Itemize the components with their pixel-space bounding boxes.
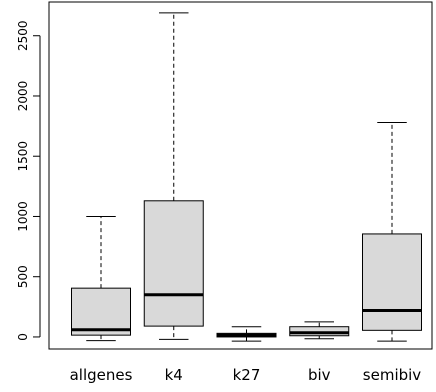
box-iqr [143,200,204,327]
x-tick-label: allgenes [70,366,133,384]
x-axis-labels: allgenes k4 k27 biv semibiv [70,366,422,384]
y-tick-label: 1500 [16,141,30,172]
box-iqr [289,326,350,337]
x-tick-label: semibiv [363,366,422,384]
x-tick-label: biv [308,366,331,384]
y-axis: 0 500 1000 1500 2000 2500 [16,20,41,341]
box-k4 [143,12,204,340]
box-k27 [216,326,277,342]
box-biv [289,321,350,340]
y-tick-label: 2500 [16,20,30,51]
y-tick-label: 0 [16,333,30,341]
box-allgenes [71,215,131,342]
box-semibiv [362,121,422,342]
boxes [71,12,422,342]
box-iqr [71,287,131,336]
x-tick-label: k4 [165,366,183,384]
plot-frame [48,1,433,350]
y-tick-label: 1000 [16,201,30,232]
y-tick-label: 500 [16,265,30,288]
x-tick-label: k27 [233,366,261,384]
box-iqr [362,233,422,331]
y-tick-label: 2000 [16,81,30,112]
